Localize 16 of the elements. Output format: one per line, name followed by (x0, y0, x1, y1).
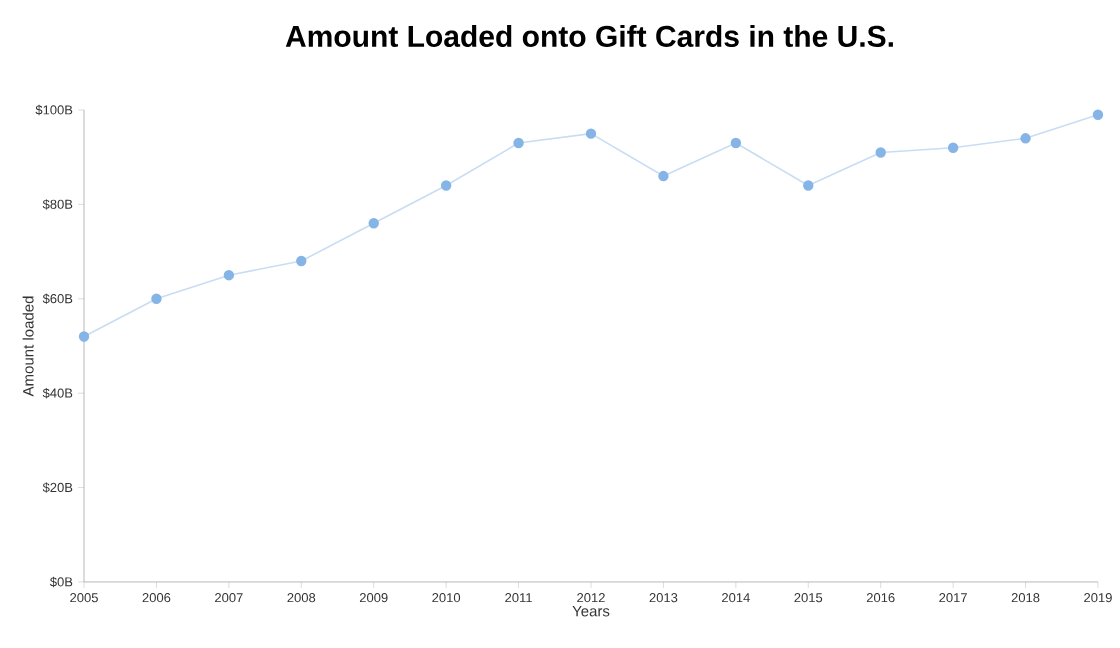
point (803, 180, 814, 191)
point (875, 147, 886, 158)
chart-title: Amount Loaded onto Gift Cards in the U.S. (285, 24, 893, 47)
point (296, 255, 307, 267)
point (368, 218, 379, 229)
point (585, 128, 597, 139)
point (1092, 109, 1104, 120)
point (947, 142, 959, 153)
point (440, 180, 452, 191)
point (513, 137, 524, 149)
point (78, 331, 90, 342)
point (730, 137, 742, 149)
point (1020, 133, 1031, 144)
point (223, 269, 235, 281)
point (151, 293, 162, 304)
point (658, 170, 669, 182)
